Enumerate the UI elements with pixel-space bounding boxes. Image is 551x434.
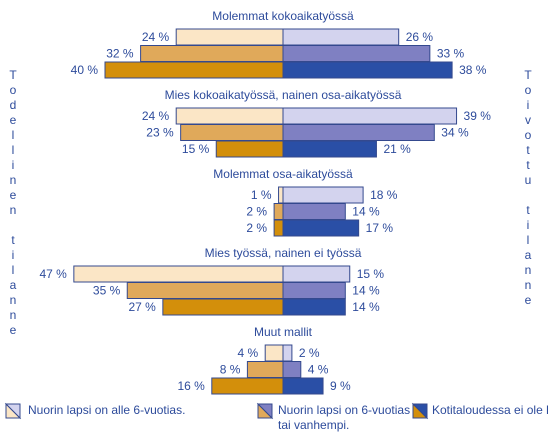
right-bar (282, 203, 346, 220)
right-bar (282, 377, 324, 395)
left-bar (104, 61, 284, 79)
left-bar (215, 140, 284, 158)
left-value-label: 4 % (238, 346, 259, 360)
left-value-label: 15 % (182, 142, 210, 156)
left-value-label: 35 % (93, 284, 121, 298)
legend-swatch (411, 403, 428, 420)
left-axis-label: Todellinen tilanne (6, 68, 20, 338)
left-value-label: 32 % (106, 47, 134, 61)
right-value-label: 33 % (437, 47, 465, 61)
left-bar (278, 186, 284, 204)
right-value-label: 9 % (330, 379, 351, 393)
group-title: Muut mallit (254, 325, 313, 339)
left-bar (273, 203, 284, 220)
left-bar (140, 45, 284, 62)
left-bar (175, 107, 284, 125)
right-bar (282, 124, 435, 141)
right-axis-label: Toivottu tilanne (521, 68, 535, 308)
left-value-label: 24 % (142, 30, 170, 44)
left-value-label: 24 % (142, 109, 170, 123)
right-value-label: 15 % (357, 267, 385, 281)
right-value-label: 26 % (406, 30, 434, 44)
right-value-label: 17 % (366, 221, 394, 235)
right-bar (282, 140, 377, 158)
left-bar (175, 28, 284, 46)
right-value-label: 18 % (370, 188, 398, 202)
left-value-label: 2 % (246, 221, 267, 235)
right-value-label: 4 % (308, 363, 329, 377)
right-bar (282, 107, 458, 125)
right-value-label: 38 % (459, 63, 487, 77)
left-value-label: 23 % (146, 126, 174, 140)
left-value-label: 47 % (39, 267, 67, 281)
left-value-label: 16 % (177, 379, 205, 393)
left-value-label: 8 % (220, 363, 241, 377)
left-bar (273, 219, 284, 237)
right-bar (282, 265, 351, 283)
left-value-label: 1 % (251, 188, 272, 202)
right-value-label: 14 % (352, 205, 380, 219)
left-bar (246, 361, 284, 378)
group-title: Molemmat osa-aikatyössä (213, 167, 353, 181)
right-bar (282, 186, 364, 204)
right-bar (282, 28, 400, 46)
legend-label: Nuorin lapsi on 6-vuotias tai vanhempi. (278, 403, 411, 432)
left-value-label: 27 % (128, 300, 156, 314)
right-bar (282, 45, 431, 62)
right-value-label: 14 % (352, 300, 380, 314)
group-title: Molemmat kokoaikatyössä (212, 9, 354, 23)
right-bar (282, 282, 346, 299)
left-bar (73, 265, 284, 283)
legend-label: Kotitaloudessa ei ole l (432, 403, 549, 417)
right-bar (282, 219, 360, 237)
right-value-label: 21 % (383, 142, 411, 156)
legend-label: Nuorin lapsi on alle 6-vuotias. (28, 403, 186, 417)
right-value-label: 34 % (441, 126, 469, 140)
right-value-label: 39 % (464, 109, 492, 123)
right-value-label: 2 % (299, 346, 320, 360)
right-bar (282, 344, 293, 362)
left-bar (211, 377, 284, 395)
group-title: Mies kokoaikatyössä, nainen osa-aikatyös… (165, 88, 402, 102)
right-bar (282, 298, 346, 316)
left-value-label: 40 % (71, 63, 99, 77)
left-bar (264, 344, 284, 362)
legend-swatch (256, 403, 273, 420)
right-bar (282, 61, 453, 79)
right-bar (282, 361, 302, 378)
group-title: Mies työssä, nainen ei työssä (205, 246, 362, 260)
legend-swatch (4, 403, 21, 420)
right-value-label: 14 % (352, 284, 380, 298)
left-bar (162, 298, 284, 316)
left-bar (180, 124, 284, 141)
left-bar (126, 282, 284, 299)
left-value-label: 2 % (246, 205, 267, 219)
